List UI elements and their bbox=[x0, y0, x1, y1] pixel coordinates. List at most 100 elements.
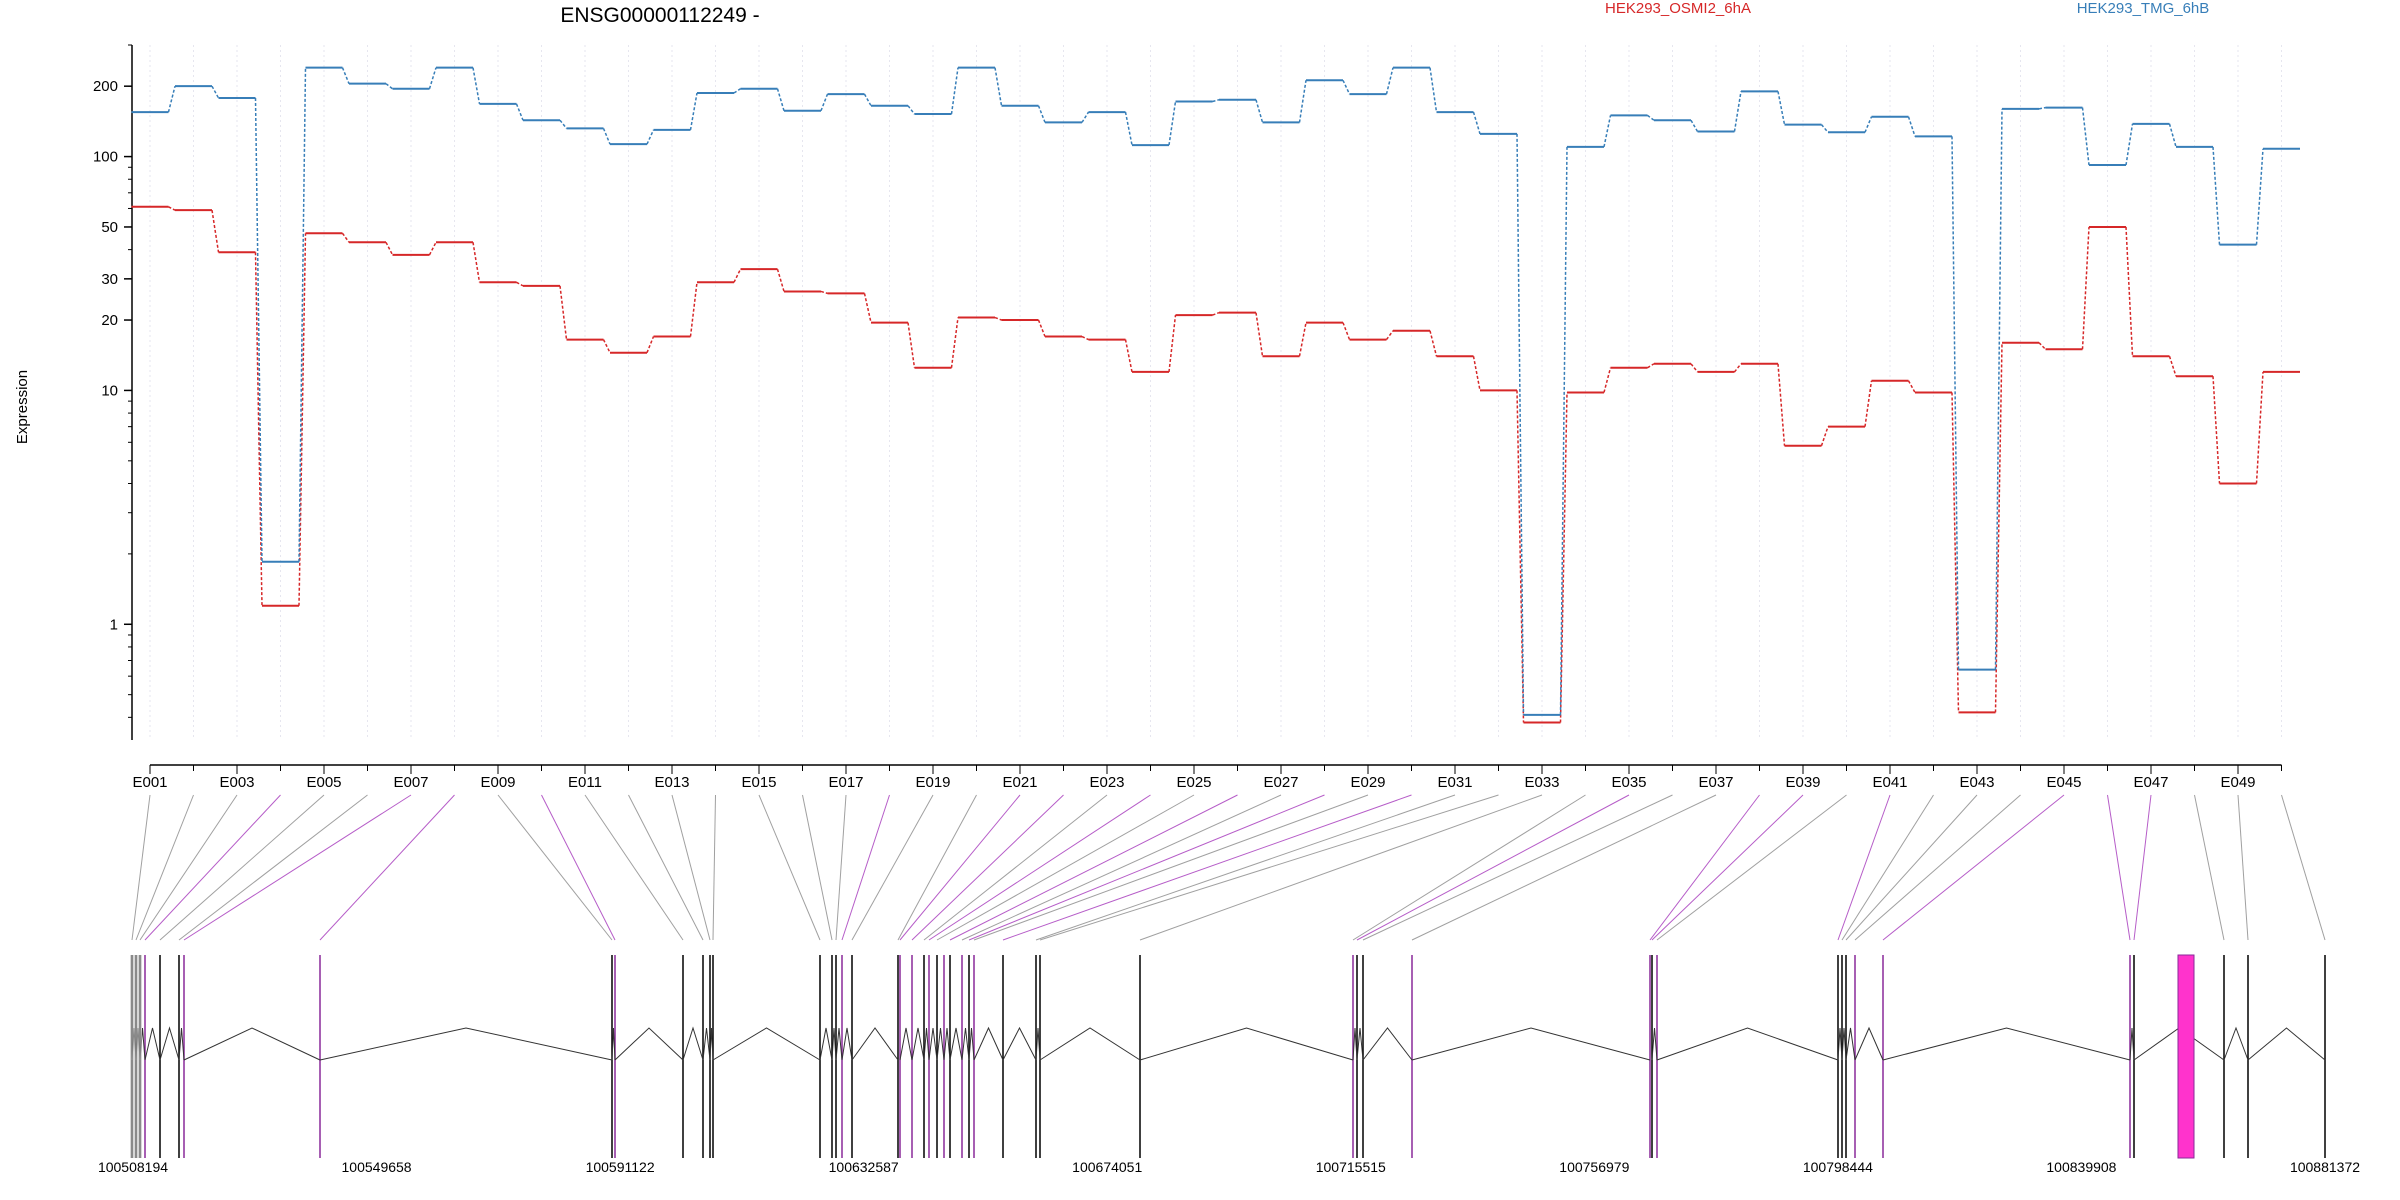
connector-E013 bbox=[671, 794, 711, 941]
link-E021 bbox=[1037, 105, 1046, 123]
x-tick-label-E019: E019 bbox=[915, 774, 950, 791]
link-E011 bbox=[602, 128, 611, 145]
link-E016 bbox=[820, 290, 828, 295]
intron-18 bbox=[841, 1027, 853, 1061]
intron-23 bbox=[923, 1027, 930, 1061]
link-E017 bbox=[863, 93, 872, 107]
link-E007 bbox=[428, 67, 437, 89]
x-tick-label-E029: E029 bbox=[1350, 774, 1385, 791]
link-E012 bbox=[646, 336, 655, 353]
intron-8 bbox=[319, 1027, 613, 1061]
intron-22 bbox=[911, 1027, 925, 1061]
x-tick-label-E021: E021 bbox=[1002, 774, 1037, 791]
intron-37 bbox=[1362, 1027, 1413, 1061]
intron-49 bbox=[2223, 1026, 2249, 1061]
connector-E045 bbox=[1882, 794, 2065, 941]
link-E022 bbox=[1081, 335, 1089, 341]
link-E035 bbox=[1647, 114, 1655, 121]
link-E013 bbox=[689, 92, 698, 131]
link-E015 bbox=[776, 268, 785, 292]
link-E010 bbox=[559, 285, 568, 340]
link-E032 bbox=[1516, 133, 1525, 715]
x-tick-label-E011: E011 bbox=[568, 774, 602, 791]
x-tick-label-E049: E049 bbox=[2220, 774, 2255, 791]
link-E037 bbox=[1733, 363, 1742, 373]
link-E036 bbox=[1690, 119, 1699, 132]
connector-E004 bbox=[144, 794, 281, 941]
connector-E003 bbox=[139, 794, 238, 941]
x-tick-label-E005: E005 bbox=[306, 774, 341, 791]
coordinate-label-100839908: 100839908 bbox=[2046, 1159, 2116, 1175]
connector-E021 bbox=[899, 794, 1021, 941]
intron-4 bbox=[144, 1027, 161, 1061]
link-E048 bbox=[2212, 376, 2221, 484]
link-E022 bbox=[1081, 111, 1090, 123]
intron-38 bbox=[1411, 1027, 1651, 1061]
connector-E048 bbox=[2194, 794, 2225, 941]
connector-E041 bbox=[1837, 794, 1891, 941]
link-E027 bbox=[1298, 322, 1307, 357]
intron-19 bbox=[851, 1027, 899, 1061]
link-E036 bbox=[1690, 363, 1699, 373]
x-tick-label-E025: E025 bbox=[1176, 774, 1211, 791]
link-E042 bbox=[1951, 392, 1960, 713]
link-E040 bbox=[1864, 116, 1873, 133]
connector-E017 bbox=[835, 794, 847, 941]
connector-E007 bbox=[183, 794, 412, 941]
x-tick-label-E015: E015 bbox=[741, 774, 776, 791]
link-E039 bbox=[1820, 426, 1829, 446]
intron-25 bbox=[936, 1027, 945, 1061]
link-E046 bbox=[2125, 123, 2134, 166]
link-E014 bbox=[733, 88, 741, 94]
intron-46 bbox=[1882, 1027, 2131, 1061]
link-E044 bbox=[2038, 106, 2046, 110]
link-E042 bbox=[1951, 136, 1960, 670]
legend-entry-tmg: HEK293_TMG_6hB bbox=[2077, 0, 2210, 17]
coordinate-label-100508194: 100508194 bbox=[98, 1159, 168, 1175]
x-tick-label-E003: E003 bbox=[219, 774, 254, 791]
link-E023 bbox=[1124, 111, 1133, 146]
x-tick-label-E013: E013 bbox=[654, 774, 689, 791]
x-axis: E001 E003 E005 E007 E009 E011 E013 E015 E017 E019… bbox=[132, 764, 2282, 791]
y-tick-label-20: 20 bbox=[101, 312, 118, 329]
link-E038 bbox=[1777, 363, 1786, 446]
link-E043 bbox=[1994, 342, 2003, 713]
connector-E032 bbox=[1039, 794, 1499, 941]
link-E031 bbox=[1472, 111, 1481, 135]
link-E019 bbox=[950, 67, 959, 115]
link-E029 bbox=[1385, 330, 1394, 341]
intron-36 bbox=[1356, 1027, 1364, 1061]
connector-E025 bbox=[936, 794, 1195, 941]
x-tick-label-E009: E009 bbox=[480, 774, 515, 791]
connector-E002 bbox=[135, 794, 194, 941]
link-E001 bbox=[168, 206, 176, 211]
connector-E005 bbox=[159, 794, 325, 941]
y-tick-label-50: 50 bbox=[101, 219, 118, 236]
gene-model bbox=[130, 954, 2326, 1159]
connector-E049 bbox=[2237, 794, 2249, 941]
connector-E050 bbox=[2281, 794, 2326, 941]
connector-E035 bbox=[1356, 794, 1630, 941]
intron-41 bbox=[1656, 1027, 1839, 1061]
x-tick-label-E033: E033 bbox=[1524, 774, 1559, 791]
coordinate-label-100881372: 100881372 bbox=[2290, 1159, 2360, 1175]
connector-E020 bbox=[897, 794, 977, 941]
link-E044 bbox=[2038, 342, 2047, 350]
y-tick-label-1: 1 bbox=[110, 616, 118, 633]
link-E017 bbox=[863, 293, 872, 323]
connector-E012 bbox=[628, 794, 704, 941]
intron-11 bbox=[682, 1026, 704, 1061]
connector-E008 bbox=[319, 794, 455, 941]
connector-E001 bbox=[131, 794, 151, 941]
link-E016 bbox=[820, 93, 829, 112]
y-tick-label-200: 200 bbox=[93, 78, 118, 95]
x-tick-label-E041: E041 bbox=[1872, 774, 1907, 791]
intron-21 bbox=[899, 1027, 913, 1061]
intron-28 bbox=[961, 1027, 970, 1061]
x-tick-label-E043: E043 bbox=[1959, 774, 1994, 791]
connector-E010 bbox=[541, 794, 616, 941]
link-E008 bbox=[472, 67, 481, 105]
intron-15 bbox=[819, 1027, 833, 1061]
link-E007 bbox=[428, 241, 437, 256]
